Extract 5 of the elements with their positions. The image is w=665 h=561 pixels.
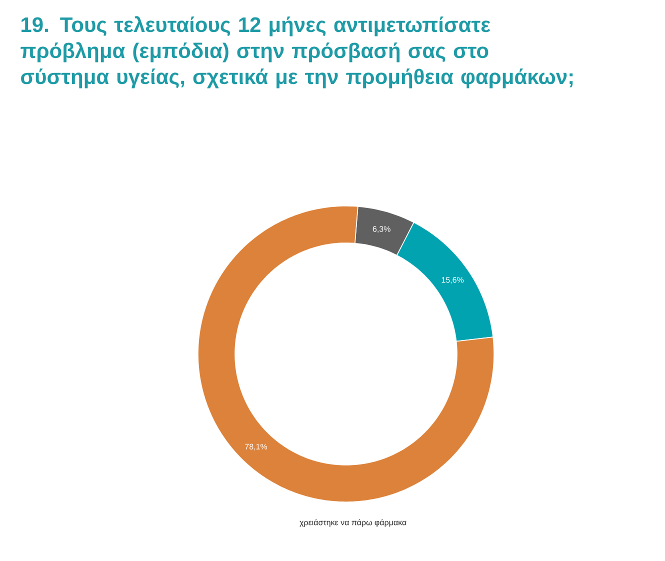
data-label: 6,3% bbox=[372, 226, 390, 233]
text: χρειάστηκε να πάρω φάρμακα bbox=[300, 519, 406, 527]
data-label: 78,1% bbox=[245, 444, 268, 450]
chart-title: 19. Τους τελευταίους 12 μήνες αντιμετωπίσατε πρόβλημα (εμπόδια) στην πρόσβασή σας στο σύστημα υγείας, σχετικά με την προμήθεια φαρμάκων; bbox=[20, 16, 573, 88]
data-label: 15,6% bbox=[442, 277, 464, 284]
